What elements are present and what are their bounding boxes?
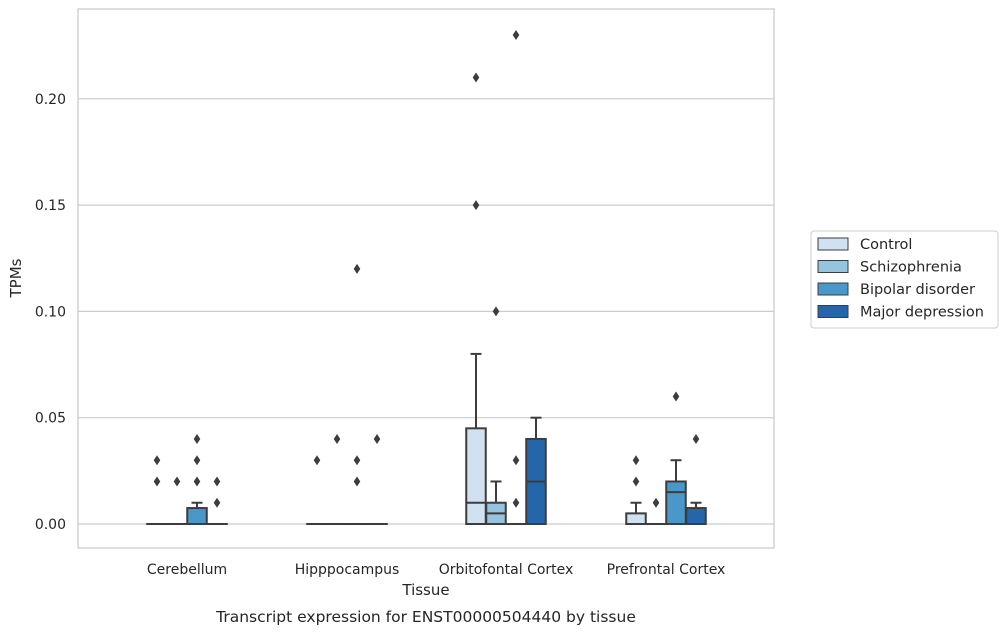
outlier-point bbox=[373, 433, 381, 444]
x-tick-label: Prefrontal Cortex bbox=[607, 562, 726, 578]
legend-label: Schizophrenia bbox=[860, 260, 962, 276]
y-tick-labels: 0.00 0.05 0.10 0.15 0.20 bbox=[35, 92, 66, 533]
outlier-point bbox=[632, 455, 640, 466]
legend-label: Major depression bbox=[860, 305, 984, 321]
box-body bbox=[685, 507, 707, 525]
box-bipolar-disorder bbox=[186, 433, 208, 525]
outlier-point bbox=[193, 433, 201, 444]
x-tick-label: Hipppocampus bbox=[295, 562, 400, 578]
y-tick-label: 0.15 bbox=[35, 198, 66, 214]
legend-label: Bipolar disorder bbox=[860, 282, 975, 298]
y-tick-label: 0.05 bbox=[35, 411, 66, 427]
legend-frame bbox=[810, 230, 999, 329]
outlier-point bbox=[173, 476, 181, 487]
plot-frame bbox=[77, 8, 775, 549]
legend-swatch bbox=[817, 282, 849, 296]
box-body bbox=[186, 507, 208, 525]
box-control bbox=[625, 455, 647, 525]
box-control bbox=[465, 72, 487, 525]
box-major-depression bbox=[685, 433, 707, 525]
box-major-depression bbox=[525, 416, 547, 525]
x-axis-label: Tissue bbox=[401, 581, 449, 599]
box-control bbox=[146, 455, 168, 526]
y-tick-label: 0.00 bbox=[35, 517, 66, 533]
legend-label: Control bbox=[860, 237, 912, 253]
box-body bbox=[625, 512, 647, 525]
legend: Control Schizophrenia Bipolar disorder Majo… bbox=[810, 230, 999, 329]
x-tick-labels: Cerebellum Hipppocampus Orbitofontal Corte… bbox=[147, 562, 725, 578]
outlier-point bbox=[672, 391, 680, 402]
outlier-point bbox=[632, 476, 640, 487]
outlier-point bbox=[472, 200, 480, 211]
legend-swatch bbox=[817, 305, 849, 318]
outlier-point bbox=[193, 476, 201, 487]
outlier-point bbox=[353, 455, 361, 466]
outlier-point bbox=[492, 306, 500, 317]
box-major-depression bbox=[366, 433, 388, 526]
y-tick-label: 0.20 bbox=[35, 92, 66, 108]
outlier-point bbox=[153, 476, 161, 487]
boxes bbox=[146, 30, 707, 526]
y-tick-label: 0.10 bbox=[35, 304, 66, 320]
box-body bbox=[665, 480, 687, 526]
outlier-point bbox=[692, 433, 700, 444]
legend-swatch bbox=[817, 260, 849, 273]
x-tick-label: Orbitofontal Cortex bbox=[439, 562, 574, 578]
outlier-point bbox=[472, 72, 480, 83]
box-schizophrenia bbox=[485, 306, 507, 525]
outlier-point bbox=[512, 497, 520, 508]
legend-swatch bbox=[817, 237, 849, 251]
chart-caption: Transcript expression for ENST0000050444… bbox=[215, 608, 636, 626]
outlier-point bbox=[313, 455, 321, 466]
box-body bbox=[465, 427, 487, 525]
outlier-point bbox=[512, 455, 520, 466]
box-major-depression bbox=[206, 476, 228, 526]
outlier-point bbox=[353, 476, 361, 487]
outlier-point bbox=[512, 30, 520, 41]
legend-item: Bipolar disorder bbox=[817, 282, 975, 298]
box-bipolar-disorder bbox=[665, 391, 687, 526]
outlier-point bbox=[213, 476, 221, 487]
outlier-point bbox=[333, 433, 341, 444]
outlier-point bbox=[213, 497, 221, 508]
x-tick-label: Cerebellum bbox=[147, 562, 227, 578]
legend-item: Schizophrenia bbox=[817, 260, 962, 276]
outlier-point bbox=[153, 455, 161, 466]
legend-item: Major depression bbox=[817, 305, 984, 321]
outlier-point bbox=[193, 455, 201, 466]
outlier-point bbox=[353, 263, 361, 274]
y-axis-label: TPMs bbox=[7, 258, 25, 298]
outlier-point bbox=[652, 497, 660, 508]
legend-item: Control bbox=[817, 237, 912, 253]
